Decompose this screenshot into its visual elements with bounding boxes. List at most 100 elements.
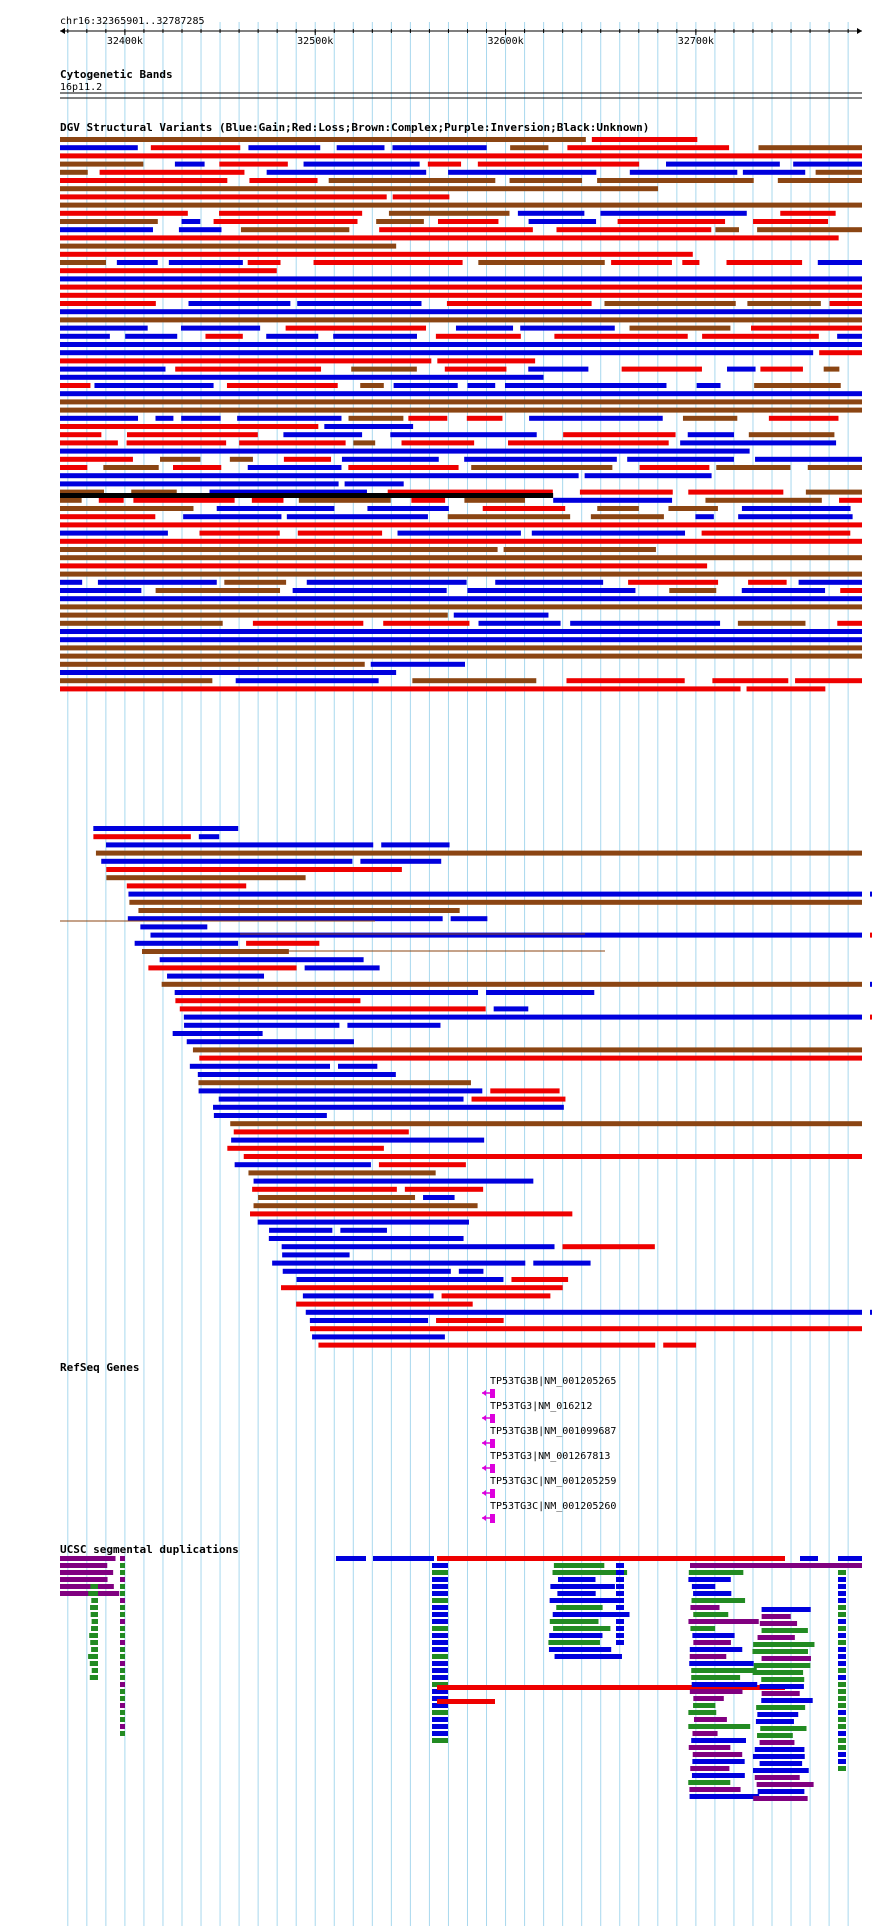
segdup-block bbox=[432, 1696, 448, 1701]
dgv-variant bbox=[183, 1014, 862, 1020]
dgv-variant bbox=[218, 1096, 464, 1102]
segdup-block bbox=[550, 1584, 615, 1589]
segdup-block bbox=[838, 1731, 846, 1736]
dgv-variant bbox=[404, 1186, 484, 1192]
dgv-variant bbox=[353, 440, 376, 446]
gene-strand-arrow bbox=[482, 1440, 486, 1446]
dgv-variant bbox=[60, 374, 544, 380]
dgv-variant bbox=[466, 415, 503, 421]
dgv-variant bbox=[388, 210, 510, 216]
segdup-block bbox=[554, 1654, 622, 1659]
dgv-variant bbox=[129, 899, 863, 905]
dgv-variant bbox=[205, 333, 243, 339]
segdup-block bbox=[616, 1633, 624, 1638]
dgv-variant bbox=[666, 161, 780, 167]
dgv-variant bbox=[250, 1211, 573, 1217]
dgv-variant bbox=[347, 1022, 441, 1028]
dgv-variant bbox=[597, 506, 639, 511]
dgv-variant bbox=[60, 383, 91, 388]
segdup-block bbox=[754, 1747, 805, 1752]
dgv-variant bbox=[495, 579, 604, 585]
segdup-block bbox=[759, 1684, 804, 1689]
dgv-variant bbox=[180, 325, 261, 331]
segdup-block bbox=[432, 1724, 448, 1729]
segdup-block bbox=[120, 1570, 125, 1575]
segdup-block bbox=[838, 1577, 846, 1582]
dgv-variant bbox=[755, 456, 862, 462]
segdup-block bbox=[557, 1591, 596, 1596]
segdup-block bbox=[120, 1605, 125, 1610]
dgv-variant bbox=[126, 440, 227, 446]
dgv-variant bbox=[590, 514, 664, 520]
dgv-variant bbox=[870, 891, 872, 897]
dgv-variant bbox=[493, 1006, 529, 1012]
gene-exon bbox=[490, 1514, 495, 1523]
segdup-block bbox=[761, 1677, 805, 1682]
segdup-block bbox=[120, 1668, 125, 1673]
segdup-block bbox=[432, 1682, 448, 1687]
segdup-block bbox=[753, 1663, 811, 1668]
dgv-variant bbox=[448, 169, 597, 175]
segdup-block bbox=[838, 1752, 846, 1757]
dgv-variant bbox=[292, 588, 447, 593]
gene-label: TP53TG3C|NM_001205260 bbox=[490, 1501, 616, 1512]
segdup-block bbox=[120, 1619, 125, 1624]
dgv-variant bbox=[248, 1170, 436, 1176]
dgv-variant-unknown bbox=[60, 493, 554, 498]
segdup-block bbox=[616, 1577, 624, 1582]
dgv-variant bbox=[60, 137, 586, 142]
dgv-variant bbox=[175, 366, 322, 372]
dgv-variant bbox=[219, 161, 288, 167]
segdup-block bbox=[432, 1584, 448, 1589]
dgv-variant bbox=[186, 1039, 354, 1045]
segdup-block bbox=[692, 1633, 735, 1638]
dgv-variant bbox=[348, 465, 459, 470]
dgv-variant bbox=[209, 489, 367, 495]
dgv-variant bbox=[392, 194, 450, 200]
dgv-variant bbox=[705, 497, 822, 503]
dgv-variant bbox=[296, 1277, 504, 1282]
segdup-block bbox=[60, 1563, 108, 1568]
segdup-block bbox=[693, 1612, 729, 1617]
dgv-variant bbox=[702, 333, 819, 339]
dgv-variant bbox=[155, 588, 281, 593]
dgv-variant bbox=[127, 916, 443, 922]
segdup-block bbox=[552, 1570, 628, 1575]
dgv-variant bbox=[296, 1301, 473, 1307]
dgv-variant bbox=[533, 1260, 591, 1266]
dgv-variant bbox=[161, 981, 863, 987]
gene-label: TP53TG3|NM_016212 bbox=[490, 1401, 592, 1412]
dgv-variant bbox=[313, 260, 463, 265]
dgv-variant bbox=[106, 867, 402, 872]
segdup-block bbox=[688, 1780, 731, 1785]
dgv-variant bbox=[60, 571, 862, 577]
segdup-block bbox=[838, 1598, 846, 1603]
segdup-block bbox=[692, 1752, 743, 1757]
dgv-variant bbox=[455, 325, 514, 331]
dgv-variant bbox=[687, 432, 735, 438]
segdup-block bbox=[838, 1759, 846, 1764]
dgv-variant bbox=[134, 940, 239, 946]
segdup-block bbox=[120, 1633, 125, 1638]
dgv-variant bbox=[60, 481, 339, 487]
dgv-variant bbox=[338, 1063, 378, 1069]
dgv-variant bbox=[839, 497, 862, 503]
dgv-variant bbox=[233, 1129, 409, 1135]
dgv-variant bbox=[490, 1088, 560, 1094]
dgv-variant bbox=[60, 506, 194, 511]
dgv-variant bbox=[344, 481, 404, 487]
segdup-block bbox=[373, 1556, 434, 1561]
segdup-block bbox=[690, 1563, 862, 1568]
dgv-variant bbox=[591, 137, 698, 142]
segdup-block bbox=[432, 1570, 448, 1575]
dgv-variant bbox=[60, 202, 862, 208]
dgv-variant bbox=[213, 219, 358, 224]
dgv-variant bbox=[597, 178, 754, 183]
dgv-variant bbox=[747, 301, 821, 306]
segdup-block bbox=[755, 1719, 794, 1724]
dgv-variant bbox=[60, 497, 82, 503]
dgv-variant bbox=[712, 678, 789, 684]
segdup-block bbox=[616, 1598, 624, 1603]
segdup-block bbox=[616, 1640, 624, 1645]
